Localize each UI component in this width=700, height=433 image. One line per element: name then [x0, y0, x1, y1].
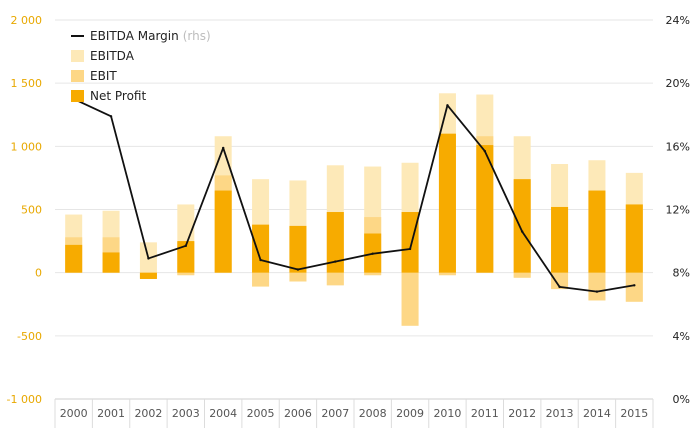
bar-net-profit-2012	[513, 179, 531, 273]
ebitda-margin-point-2010	[446, 104, 449, 107]
bar-ebit-neg-2003	[177, 272, 195, 276]
x-tick-label: 2004	[209, 407, 237, 420]
y-left-tick-label: 1 500	[11, 77, 43, 90]
y-right-tick-label: 0%	[673, 393, 690, 406]
bar-net-profit-2004	[214, 190, 232, 273]
y-left-tick-label: -1 000	[7, 393, 42, 406]
x-tick-label: 2006	[284, 407, 312, 420]
axes: -1 000 -500 0 500 1 000 1 500 2 000 0% 4% 8% 12% 16…	[7, 14, 690, 428]
bar-net-profit-2003	[177, 241, 195, 273]
y-right-tick-label: 20%	[666, 77, 690, 90]
ebitda-margin-point-2012	[520, 230, 524, 233]
legend: EBITDA Margin (rhs) EBITDA EBIT Net Profit	[71, 29, 211, 103]
bar-net-profit-2001	[102, 252, 120, 273]
y-left-tick-label: 2 000	[11, 14, 43, 27]
ebitda-margin-point-2011	[483, 149, 487, 153]
bar-ebit-neg-2013	[551, 272, 569, 290]
bar-net-profit-2011	[476, 145, 494, 273]
ebitda-margin-point-2005	[259, 258, 262, 262]
y-left-tick-label: 1 000	[11, 140, 43, 153]
ebitda-margin-point-2001	[109, 115, 113, 118]
bar-net-profit-2006	[289, 225, 307, 273]
y-left-tick-label: -500	[17, 330, 42, 343]
ebitda-margin-line	[73, 98, 635, 293]
legend-label-ebitda-margin: EBITDA Margin (rhs)	[90, 29, 211, 43]
bar-net-profit-2010	[438, 133, 456, 273]
bar-net-profit-2007	[326, 212, 344, 273]
ebitda-margin-point-2004	[221, 146, 225, 150]
x-tick-label: 2012	[508, 407, 536, 420]
legend-label-suffix: (rhs)	[183, 29, 211, 43]
x-tick-label: 2011	[471, 407, 499, 420]
bar-ebit-neg-2005	[252, 272, 270, 287]
x-tick-label: 2010	[433, 407, 461, 420]
legend-swatch-ebit	[71, 70, 84, 82]
ebitda-margin-point-2013	[558, 285, 561, 289]
y-left-tick-label: 500	[21, 204, 42, 217]
x-tick-label: 2000	[60, 407, 88, 420]
ebitda-margin-point-2008	[371, 252, 374, 255]
bar-net-profit-2013	[551, 206, 569, 273]
x-tick-label: 2013	[546, 407, 574, 420]
bar-ebit-neg-2012	[513, 272, 531, 278]
legend-label-ebit: EBIT	[90, 69, 117, 83]
x-tick-label: 2007	[321, 407, 349, 420]
bar-net-profit-2009	[401, 212, 419, 273]
x-tick-label: 2003	[172, 407, 200, 420]
legend-swatch-ebitda	[71, 50, 84, 62]
x-tick-label: 2002	[134, 407, 162, 420]
bar-net-profit-neg-2002	[139, 272, 157, 279]
legend-label-ebitda: EBITDA	[90, 49, 135, 63]
bars	[65, 93, 643, 326]
bar-net-profit-2014	[588, 190, 606, 273]
ebitda-margin-point-2007	[334, 260, 337, 263]
x-tick-label: 2015	[620, 407, 648, 420]
ebitda-margin-point-2003	[184, 244, 188, 248]
x-tick-label: 2009	[396, 407, 424, 420]
x-tick-label: 2008	[359, 407, 387, 420]
y-right-tick-label: 16%	[666, 140, 690, 153]
bar-ebit-neg-2006	[289, 272, 307, 282]
legend-label-net-profit: Net Profit	[90, 89, 146, 103]
bar-ebit-neg-2014	[588, 272, 606, 301]
bar-ebit-neg-2015	[625, 272, 643, 302]
bar-ebit-neg-2007	[326, 272, 344, 286]
bar-ebit-neg-2010	[438, 272, 456, 276]
y-left-tick-label: 0	[35, 267, 42, 280]
ebitda-margin-point-2009	[408, 247, 412, 251]
ebitda-margin-point-2014	[595, 290, 599, 293]
x-tick-label: 2005	[247, 407, 275, 420]
bar-net-profit-2015	[625, 204, 643, 273]
y-right-tick-label: 12%	[666, 204, 690, 217]
bar-ebit-neg-2008	[364, 272, 382, 276]
y-right-tick-label: 8%	[673, 267, 690, 280]
x-tick-label: 2001	[97, 407, 125, 420]
x-tick-label: 2014	[583, 407, 611, 420]
bar-ebit-neg-2009	[401, 272, 419, 326]
bar-net-profit-2005	[252, 224, 270, 273]
legend-swatch-net-profit	[71, 90, 84, 102]
ebitda-margin-point-2015	[633, 284, 636, 287]
y-right-tick-label: 24%	[666, 14, 690, 27]
y-right-tick-label: 4%	[673, 330, 690, 343]
bar-net-profit-2000	[65, 244, 83, 273]
ebitda-margin-point-2002	[147, 257, 150, 260]
ebitda-margin-point-2006	[296, 268, 300, 271]
margin-line	[72, 97, 636, 293]
